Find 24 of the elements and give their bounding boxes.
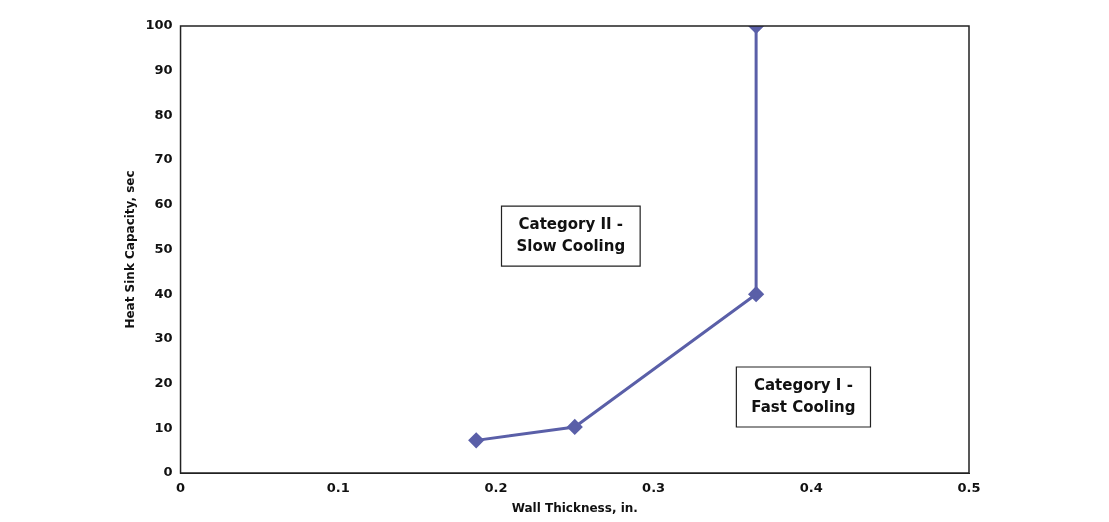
point: [567, 419, 583, 435]
y-tick-label: 10: [154, 419, 173, 435]
x-tick-label: 0.3: [642, 480, 666, 496]
y-tick-label: 40: [154, 285, 173, 301]
annotation: Category II - Slow Cooling: [516, 214, 626, 255]
y-tick-label: 60: [154, 196, 173, 212]
y-tick-label: 90: [154, 62, 173, 78]
y-tick-label: 20: [154, 374, 173, 390]
point: [748, 286, 764, 302]
y-tick-label: 30: [154, 330, 173, 346]
x-tick-label: 0.2: [484, 480, 508, 496]
y-tick-label: 50: [154, 240, 173, 256]
y-axis-title: Heat Sink Capacity, sec: [123, 170, 138, 329]
x-tick-label: 0.4: [799, 480, 823, 496]
y-tick-label: 100: [145, 17, 173, 33]
x-tick-label: 0.1: [326, 480, 350, 496]
annotation: Category I - Fast Cooling: [751, 375, 856, 416]
x-tick-label: 0.5: [957, 480, 981, 496]
y-tick-label: 80: [154, 106, 173, 122]
y-tick-label: 70: [154, 151, 173, 167]
x-tick-label: 0: [176, 480, 186, 496]
point: [468, 432, 484, 448]
x-axis-title: Wall Thickness, in.: [511, 500, 638, 515]
y-tick-label: 0: [163, 464, 173, 480]
